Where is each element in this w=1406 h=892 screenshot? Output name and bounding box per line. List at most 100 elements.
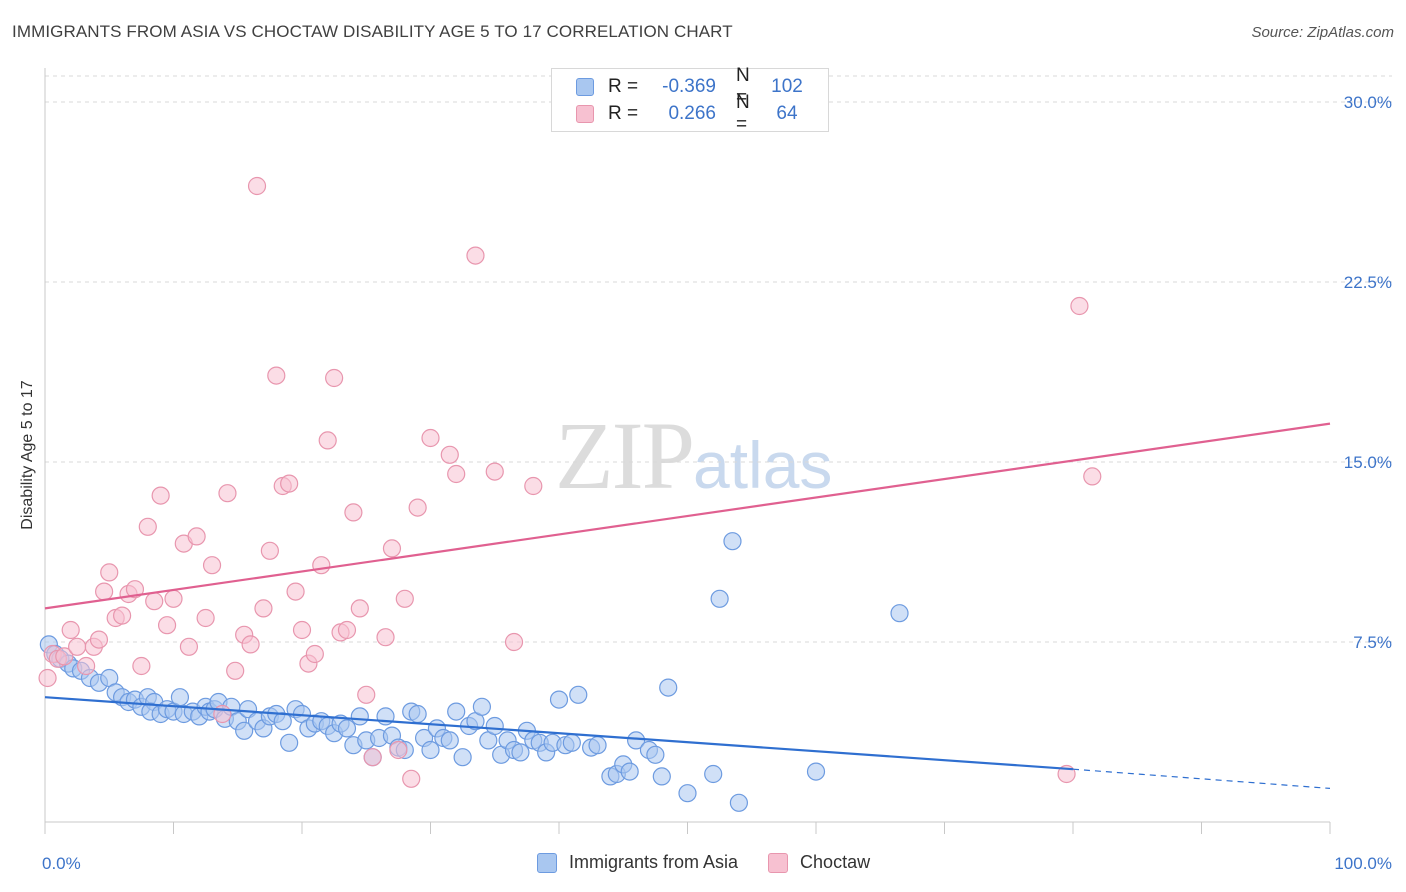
choctaw-data-point (357, 685, 376, 704)
asia-data-point (440, 731, 459, 750)
choctaw-data-point (61, 620, 80, 640)
asia-data-point (562, 733, 581, 752)
choctaw-data-point (440, 445, 459, 464)
legend-swatch-choctaw (576, 105, 594, 123)
asia-data-point (421, 740, 440, 760)
choctaw-data-point (447, 464, 466, 484)
asia-trend-line-extension (1072, 768, 1331, 789)
choctaw-data-point (132, 656, 151, 676)
choctaw-data-point (280, 474, 299, 493)
asia-data-point (273, 712, 292, 731)
y-tick-label: 22.5% (1344, 273, 1392, 292)
asia-data-point (626, 731, 646, 750)
x-tick-label: 0.0% (42, 854, 81, 873)
choctaw-data-point (1083, 467, 1102, 486)
correlation-legend: R = -0.369 N = 102 R = 0.266 N = 64 (551, 65, 829, 135)
choctaw-data-point (247, 176, 267, 196)
choctaw-data-point (112, 606, 132, 625)
choctaw-data-point (241, 635, 260, 654)
watermark-atlas: atlas (693, 428, 833, 502)
asia-data-point (511, 743, 530, 762)
legend-n-label: N = (736, 65, 750, 108)
asia-data-point (678, 784, 697, 803)
asia-data-point (652, 767, 671, 786)
series-legend-item-choctaw[interactable]: Choctaw (768, 852, 870, 873)
asia-data-point (337, 719, 357, 738)
asia-data-point (170, 688, 190, 707)
choctaw-data-point (376, 628, 395, 647)
asia-data-point (280, 733, 299, 752)
choctaw-data-point (305, 644, 324, 664)
legend-n-label: N = (736, 92, 750, 135)
choctaw-data-point (325, 368, 344, 388)
choctaw-data-point (151, 486, 170, 505)
y-tick-label: 15.0% (1344, 453, 1392, 472)
series-legend-label: Immigrants from Asia (569, 852, 739, 872)
choctaw-data-point (1070, 296, 1089, 316)
choctaw-data-point (254, 599, 273, 618)
choctaw-data-point (524, 476, 543, 496)
choctaw-data-point (213, 704, 232, 724)
legend-r-value: 0.266 (668, 103, 716, 124)
legend-swatch-asia (576, 78, 594, 96)
choctaw-data-point (318, 431, 337, 450)
legend-n-value: 102 (771, 76, 803, 97)
asia-data-point (549, 690, 569, 709)
choctaw-data-point (38, 668, 57, 688)
asia-data-point (350, 707, 369, 726)
choctaw-data-point (408, 498, 427, 517)
choctaw-data-point (100, 563, 119, 582)
asia-data-point (704, 764, 723, 784)
asia-data-point (235, 721, 254, 740)
choctaw-data-point (421, 428, 440, 448)
series-legend-label: Choctaw (800, 852, 871, 872)
source-attribution: Source: ZipAtlas.com (1251, 24, 1394, 41)
series-swatch-asia (537, 852, 557, 873)
asia-data-point (723, 532, 742, 551)
choctaw-data-point (466, 246, 485, 265)
y-tick-label: 7.5% (1353, 633, 1392, 652)
asia-data-point (806, 762, 826, 781)
choctaw-data-point (55, 647, 74, 666)
watermark-zip: ZIP (555, 402, 695, 509)
choctaw-data-point (196, 608, 215, 628)
choctaw-data-point (292, 620, 312, 640)
choctaw-data-point (157, 616, 177, 635)
choctaw-data-point (260, 541, 279, 560)
choctaw-data-point (68, 637, 87, 656)
asia-trend-line (44, 696, 1074, 771)
choctaw-trend-line (44, 422, 1331, 610)
asia-data-point (710, 589, 729, 608)
legend-r-label: R = (608, 103, 639, 124)
asia-data-point (453, 748, 472, 767)
choctaw-data-point (312, 556, 331, 575)
watermark: ZIPatlas (555, 400, 832, 511)
choctaw-data-point (226, 661, 245, 680)
series-legend-item-asia[interactable]: Immigrants from Asia (537, 852, 738, 873)
legend-r-label: R = (608, 76, 639, 97)
asia-data-point (472, 697, 491, 716)
asia-data-point (646, 745, 665, 764)
series-legend: Immigrants from Asia Choctaw (537, 852, 900, 873)
asia-data-point (620, 762, 639, 781)
choctaw-data-point (187, 527, 206, 546)
asia-data-point (659, 678, 678, 697)
asia-data-point (890, 604, 909, 623)
choctaw-data-point (138, 517, 157, 536)
legend-n-value: 64 (776, 103, 798, 124)
choctaw-data-point (382, 539, 402, 558)
y-tick-label: 30.0% (1344, 93, 1392, 112)
legend-r-value: -0.369 (662, 76, 716, 97)
choctaw-data-point (77, 656, 96, 676)
choctaw-data-point (145, 592, 164, 611)
asia-data-point (569, 685, 588, 704)
choctaw-data-point (267, 366, 286, 385)
choctaw-data-point (337, 620, 357, 640)
asia-data-point (447, 702, 466, 721)
choctaw-data-point (202, 556, 222, 575)
legend-row-asia: R = -0.369 N = 102 (576, 65, 808, 108)
choctaw-data-point (95, 582, 114, 601)
choctaw-data-point (350, 599, 369, 618)
choctaw-data-point (485, 462, 504, 481)
choctaw-data-point (344, 503, 363, 522)
